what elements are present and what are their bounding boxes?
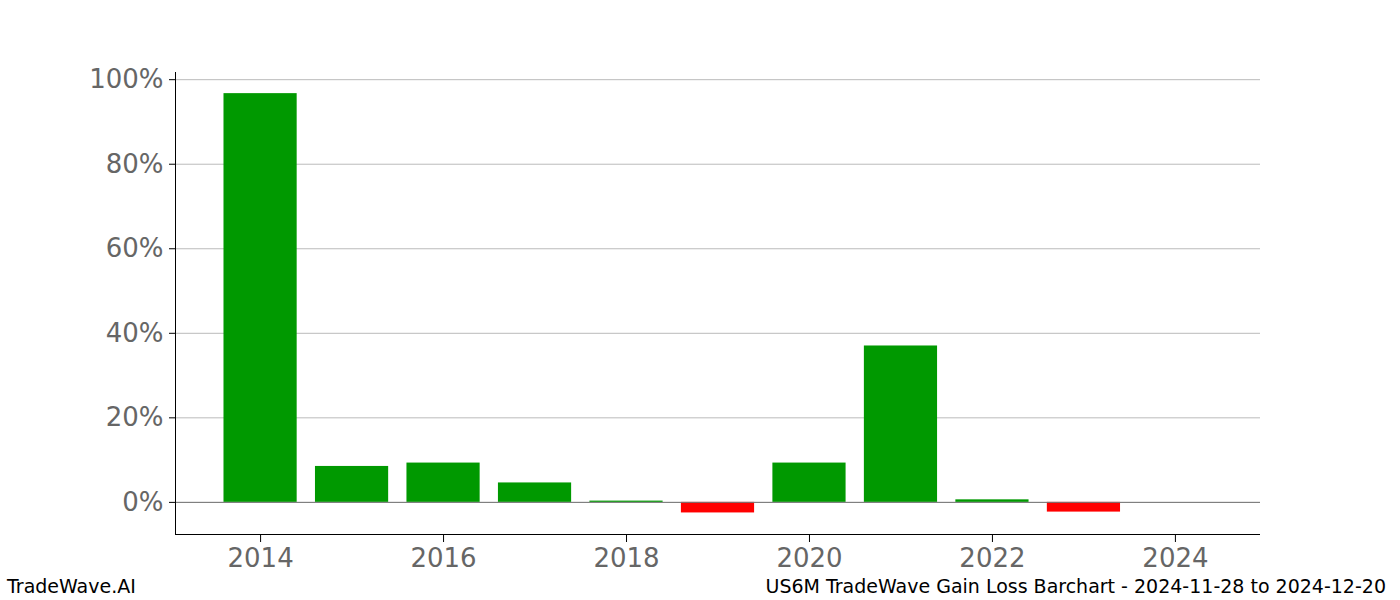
svg-text:2024: 2024 [1142,543,1208,573]
svg-text:100%: 100% [89,64,163,94]
svg-text:2014: 2014 [227,543,293,573]
svg-text:2018: 2018 [593,543,659,573]
svg-text:20%: 20% [106,402,164,432]
html-text:TradeWave.AI: TradeWave.AI [7,575,136,597]
svg-text:40%: 40% [106,318,164,348]
svg-text:60%: 60% [106,233,164,263]
svg-text:80%: 80% [106,149,164,179]
html-text:US6M TradeWave Gain Loss Barch: US6M TradeWave Gain Loss Barchart - 2024… [765,575,1386,597]
svg-text:2020: 2020 [776,543,842,573]
svg-text:0%: 0% [122,487,163,517]
svg-text:2016: 2016 [410,543,476,573]
svg-text:2022: 2022 [959,543,1025,573]
